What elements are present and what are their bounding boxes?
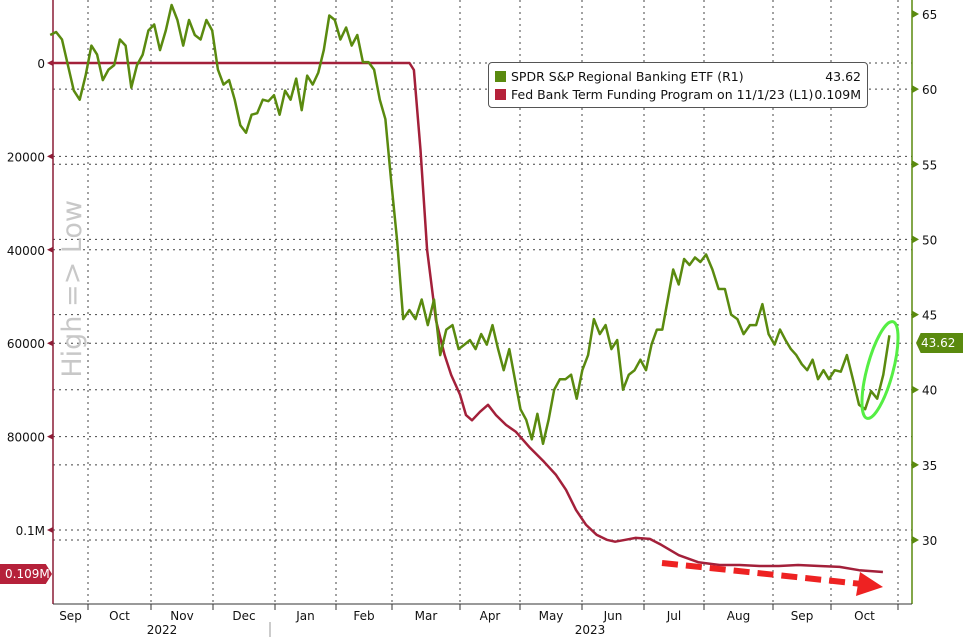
right-tick-marker (912, 10, 919, 18)
x-month-label: Oct (854, 609, 875, 623)
left-tick-marker (47, 246, 53, 253)
axis-direction-label: High => Low (57, 200, 88, 378)
x-month-label: Jan (295, 609, 315, 623)
legend-swatch-etf (495, 70, 506, 82)
x-month-label: Jun (603, 609, 623, 623)
legend-value: 0.109M (814, 86, 861, 102)
legend-label: SPDR S&P Regional Banking ETF (R1) (511, 68, 744, 84)
x-month-label: Oct (109, 609, 130, 623)
left-tick-marker (47, 433, 53, 440)
trend-arrow-shaft (661, 560, 863, 587)
left-tick-label: 60000 (7, 337, 45, 351)
x-year-label: 2023 (575, 623, 606, 637)
right-tick-label: 35 (922, 459, 937, 473)
right-tick-label: 65 (922, 8, 937, 22)
right-tick-label: 60 (922, 83, 937, 97)
highlight-ellipse (860, 320, 900, 420)
legend-item-btfp: Fed Bank Term Funding Program on 11/1/23… (495, 85, 861, 103)
legend-label: Fed Bank Term Funding Program on 11/1/23… (511, 86, 814, 102)
right-tick-label: 50 (922, 233, 937, 247)
left-tick-label: 80000 (7, 431, 45, 445)
left-tick-label: 0.1M (16, 524, 45, 538)
legend-swatch-btfp (495, 88, 506, 100)
legend-item-etf: SPDR S&P Regional Banking ETF (R1) 43.62 (495, 67, 861, 85)
left-tick-marker (47, 60, 53, 66)
right-tick-marker (912, 310, 919, 319)
right-tick-label: 40 (922, 384, 937, 398)
right-tick-marker (912, 85, 919, 94)
series-line-etf (49, 3, 891, 446)
right-tick-label: 55 (922, 158, 937, 172)
x-month-label: Dec (232, 609, 255, 623)
left-tick-label: 40000 (7, 244, 45, 258)
left-tick-marker (47, 527, 53, 533)
x-month-label: Nov (170, 609, 193, 623)
right-tick-marker (912, 536, 919, 544)
x-month-label: May (539, 609, 564, 623)
x-month-label: Mar (415, 609, 438, 623)
right-tick-marker (912, 460, 919, 469)
right-tick-label: 45 (922, 309, 937, 323)
left-tick-marker (47, 340, 53, 347)
right-tick-marker (912, 235, 919, 244)
left-tick-label: 0 (37, 57, 45, 71)
trend-arrow-head (856, 572, 883, 596)
right-last-value-badge: 43.62 (916, 333, 963, 353)
left-last-value-badge: 0.109M (0, 564, 52, 584)
series-line-btfp (50, 61, 883, 574)
right-tick-marker (912, 160, 919, 169)
x-month-label: Feb (353, 609, 374, 623)
legend: SPDR S&P Regional Banking ETF (R1) 43.62… (488, 62, 868, 108)
x-month-label: Apr (480, 609, 501, 623)
x-year-label: 2022 (147, 623, 178, 637)
left-tick-label: 20000 (7, 150, 45, 164)
x-month-label: Sep (59, 609, 82, 623)
x-month-label: Sep (791, 609, 814, 623)
right-tick-marker (912, 385, 919, 394)
left-tick-marker (47, 153, 53, 160)
x-month-label: Aug (727, 609, 750, 623)
legend-value: 43.62 (825, 68, 861, 84)
x-month-label: Jul (666, 609, 681, 623)
right-tick-label: 30 (922, 534, 937, 548)
